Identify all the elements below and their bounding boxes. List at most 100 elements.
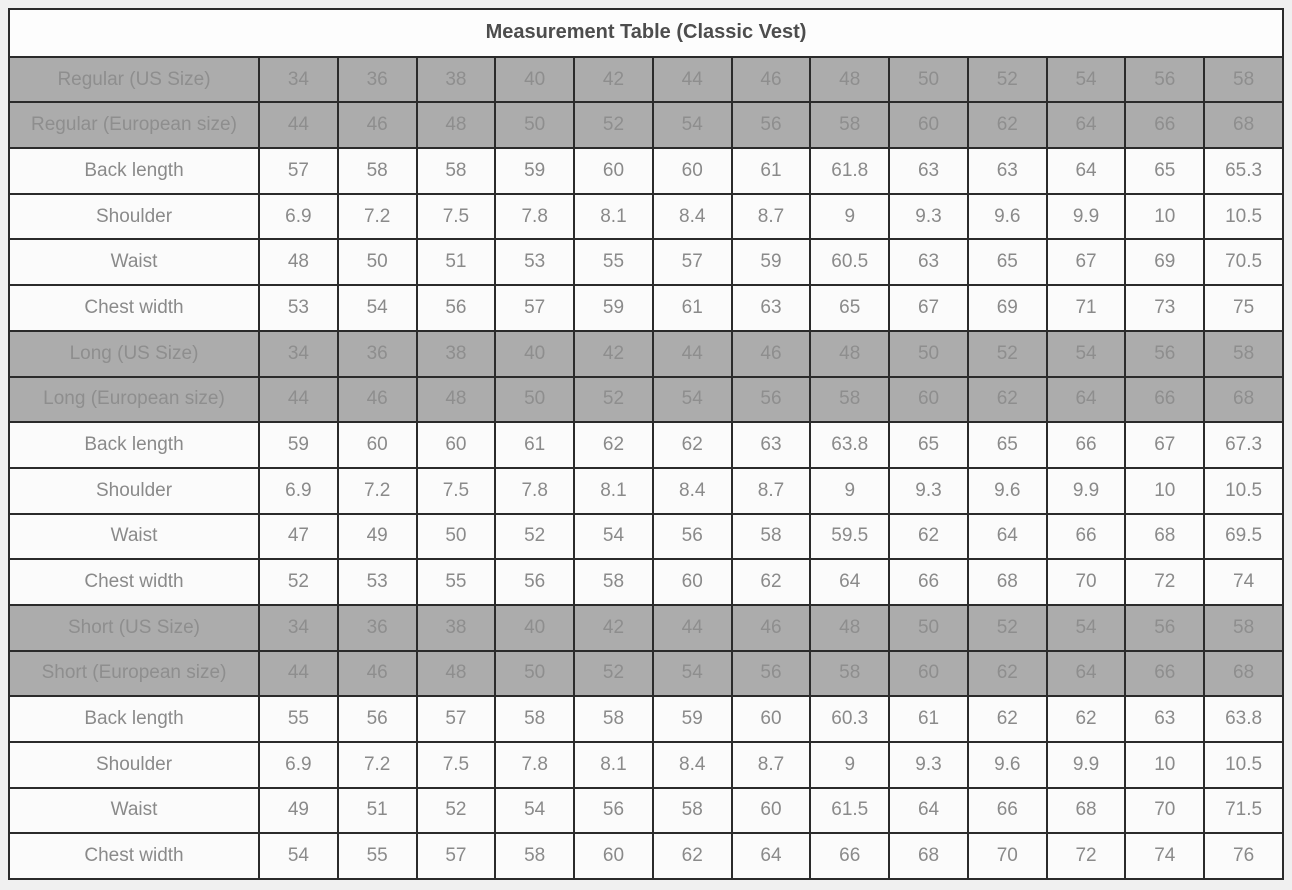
value-cell: 56 — [651, 512, 733, 561]
size-cell: 44 — [258, 649, 339, 698]
value-cell: 49 — [336, 512, 418, 561]
measurement-row: Shoulder 6.9 7.2 7.5 7.8 8.1 8.4 8.7 9 9.3 9.6 9.9 1… — [8, 740, 1284, 789]
size-cell: 36 — [336, 55, 418, 104]
value-cell: 8.1 — [573, 466, 654, 515]
value-cell: 64 — [888, 786, 969, 835]
value-cell: 60 — [651, 558, 733, 606]
value-cell: 61 — [494, 421, 576, 469]
value-cell: 8.1 — [573, 192, 654, 241]
size-cell: 68 — [1203, 101, 1284, 150]
size-cell: 54 — [651, 649, 733, 698]
value-cell: 55 — [258, 695, 339, 743]
measurement-row: Waist 49 51 52 54 56 58 60 61.5 64 66 68 70 71.5 — [8, 786, 1284, 835]
value-cell: 60 — [730, 786, 812, 835]
value-cell: 63 — [730, 284, 812, 332]
value-cell: 57 — [415, 832, 497, 880]
size-cell: 50 — [494, 649, 576, 698]
value-cell: 67.3 — [1203, 421, 1284, 469]
size-header-row: Short (US Size) 34 36 38 40 42 44 46 48 50 52 54 56 5… — [8, 603, 1284, 652]
value-cell: 53 — [336, 558, 418, 606]
size-cell: 58 — [809, 101, 891, 150]
value-cell: 9.9 — [1045, 740, 1127, 789]
value-cell: 61.8 — [809, 147, 891, 195]
value-cell: 70 — [1045, 558, 1127, 606]
value-cell: 58 — [415, 147, 497, 195]
value-cell: 10.5 — [1203, 740, 1284, 789]
value-cell: 9 — [809, 740, 891, 789]
value-cell: 62 — [966, 695, 1048, 743]
size-cell: 46 — [336, 101, 418, 150]
value-cell: 51 — [415, 238, 497, 287]
value-cell: 58 — [336, 147, 418, 195]
value-cell: 59.5 — [809, 512, 891, 561]
value-cell: 66 — [809, 832, 891, 880]
row-label: Long (European size) — [8, 375, 260, 424]
row-label: Waist — [8, 786, 260, 835]
size-cell: 36 — [336, 603, 418, 652]
value-cell: 72 — [1045, 832, 1127, 880]
size-cell: 58 — [1203, 329, 1284, 378]
value-cell: 65 — [809, 284, 891, 332]
size-cell: 42 — [573, 603, 654, 652]
size-header-row: Long (European size) 44 46 48 50 52 54 56 58 60 62… — [8, 375, 1284, 424]
row-label: Chest width — [8, 284, 260, 332]
value-cell: 66 — [1045, 512, 1127, 561]
size-cell: 46 — [730, 55, 812, 104]
value-cell: 63 — [730, 421, 812, 469]
size-cell: 56 — [730, 375, 812, 424]
value-cell: 8.7 — [730, 740, 812, 789]
value-cell: 62 — [651, 832, 733, 880]
size-cell: 46 — [336, 375, 418, 424]
measurement-table-body: Measurement Table (Classic Vest) Regular… — [8, 8, 1284, 880]
size-cell: 54 — [651, 375, 733, 424]
size-cell: 48 — [415, 649, 497, 698]
measurement-row: Waist 47 49 50 52 54 56 58 59.5 62 64 66 68 69.5 — [8, 512, 1284, 561]
value-cell: 8.7 — [730, 466, 812, 515]
row-label: Waist — [8, 238, 260, 287]
row-label: Regular (US Size) — [8, 55, 260, 104]
value-cell: 8.4 — [651, 740, 733, 789]
row-label: Regular (European size) — [8, 101, 260, 150]
size-cell: 42 — [573, 329, 654, 378]
value-cell: 52 — [258, 558, 339, 606]
value-cell: 58 — [730, 512, 812, 561]
row-label: Short (European size) — [8, 649, 260, 698]
size-cell: 48 — [415, 375, 497, 424]
value-cell: 70 — [1124, 786, 1206, 835]
size-cell: 56 — [730, 101, 812, 150]
value-cell: 57 — [415, 695, 497, 743]
value-cell: 54 — [258, 832, 339, 880]
value-cell: 74 — [1203, 558, 1284, 606]
size-cell: 44 — [651, 55, 733, 104]
size-cell: 42 — [573, 55, 654, 104]
value-cell: 53 — [258, 284, 339, 332]
value-cell: 58 — [573, 695, 654, 743]
size-cell: 66 — [1124, 101, 1206, 150]
size-cell: 50 — [888, 55, 969, 104]
value-cell: 53 — [494, 238, 576, 287]
value-cell: 64 — [966, 512, 1048, 561]
value-cell: 63.8 — [809, 421, 891, 469]
value-cell: 55 — [573, 238, 654, 287]
value-cell: 63 — [888, 238, 969, 287]
size-cell: 54 — [1045, 329, 1127, 378]
value-cell: 10 — [1124, 192, 1206, 241]
value-cell: 56 — [415, 284, 497, 332]
measurement-row: Chest width 53 54 56 57 59 61 63 65 67 69 71 73 75 — [8, 284, 1284, 332]
value-cell: 62 — [651, 421, 733, 469]
measurement-row: Chest width 52 53 55 56 58 60 62 64 66 68 70 72 74 — [8, 558, 1284, 606]
size-cell: 64 — [1045, 375, 1127, 424]
size-cell: 54 — [1045, 603, 1127, 652]
size-cell: 56 — [1124, 55, 1206, 104]
size-cell: 34 — [258, 329, 339, 378]
value-cell: 63 — [888, 147, 969, 195]
value-cell: 7.2 — [336, 466, 418, 515]
value-cell: 7.8 — [494, 192, 576, 241]
value-cell: 62 — [730, 558, 812, 606]
value-cell: 9.6 — [966, 192, 1048, 241]
value-cell: 48 — [258, 238, 339, 287]
value-cell: 52 — [415, 786, 497, 835]
size-cell: 58 — [809, 375, 891, 424]
value-cell: 69.5 — [1203, 512, 1284, 561]
